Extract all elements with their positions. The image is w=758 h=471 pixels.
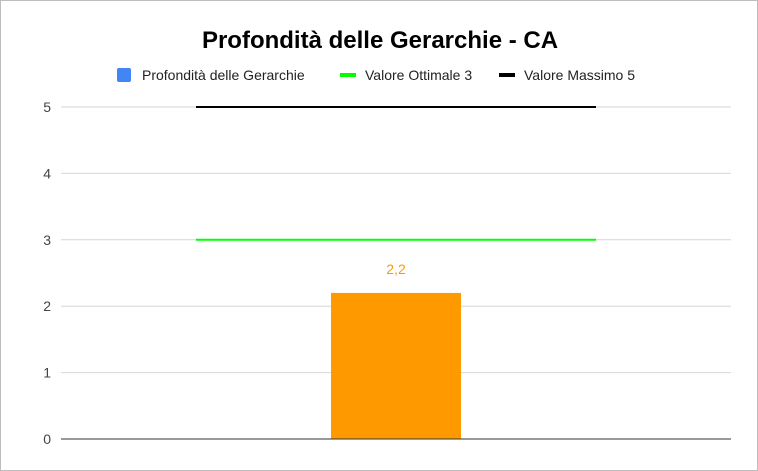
legend: Profondità delle Gerarchie Valore Ottima… (117, 67, 635, 83)
legend-label-ottimale: Valore Ottimale 3 (365, 67, 472, 83)
legend-item-massimo[interactable]: Valore Massimo 5 (499, 67, 635, 83)
legend-swatch-line (499, 73, 515, 77)
y-tick-label: 0 (43, 431, 51, 447)
bar (331, 292, 461, 439)
y-tick-label: 3 (43, 232, 51, 248)
y-tick-label: 4 (43, 165, 51, 181)
legend-label-massimo: Valore Massimo 5 (524, 67, 635, 83)
reference-lines (196, 106, 596, 241)
legend-label-profondita: Profondità delle Gerarchie (142, 67, 305, 83)
legend-item-profondita[interactable]: Profondità delle Gerarchie (117, 67, 305, 83)
y-tick-label: 1 (43, 365, 51, 381)
chart-title: Profondità delle Gerarchie - CA (202, 27, 558, 54)
y-axis-ticks: 0 1 2 3 4 5 (43, 99, 51, 447)
legend-item-ottimale[interactable]: Valore Ottimale 3 (340, 67, 472, 83)
y-tick-label: 2 (43, 298, 51, 314)
y-tick-label: 5 (43, 99, 51, 115)
data-labels: 2,2 (386, 261, 406, 277)
legend-swatch-square (117, 68, 131, 82)
bars (331, 292, 461, 439)
bar-data-label: 2,2 (386, 261, 406, 277)
legend-swatch-line (340, 73, 356, 77)
